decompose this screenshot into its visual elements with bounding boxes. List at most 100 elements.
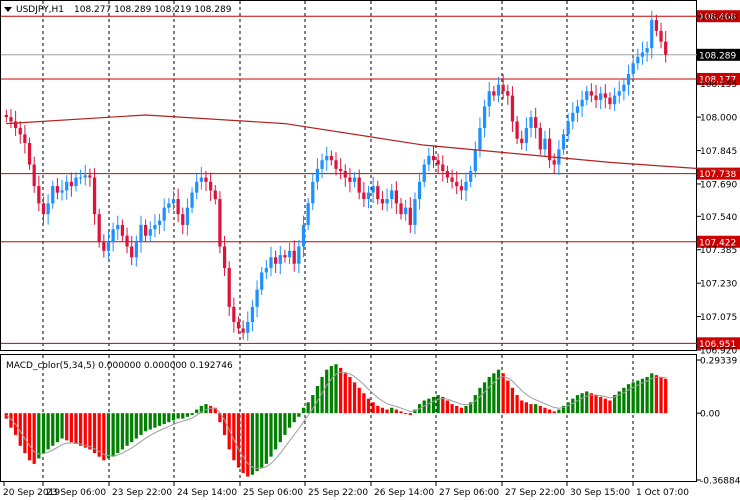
candle-body [9,117,13,122]
candle-body [547,138,552,161]
candle-body [120,224,125,236]
candle-body [585,91,589,100]
macd-bar [478,387,482,414]
x-tick-label: 30 Sep 15:00 [570,488,630,498]
macd-bar [241,413,245,473]
candle-body [278,255,282,264]
macd-bar [139,413,143,435]
candle-body [283,255,287,258]
macd-bar [218,413,222,423]
candle-body [60,190,64,193]
x-tick-label: 1 Oct 07:00 [636,488,689,498]
candle-body [501,84,505,92]
macd-bar [287,413,292,428]
candle-body [352,177,357,182]
indicator-label: MACD_color(5,34,5) 0.000000 0.000000 0.1… [6,361,233,371]
candle-body [603,93,607,98]
level-tag [697,235,740,248]
candle-body [515,121,519,139]
candle-body [306,203,310,225]
candle-body [487,91,491,107]
collapse-triangle-icon[interactable] [4,7,12,12]
candle-body [139,224,143,243]
macd-bar [292,413,296,423]
candles [4,10,668,341]
candle-body [181,214,185,225]
macd-bar [181,413,185,419]
level-tag-label: 107.738 [699,170,736,180]
price-axis: 108.468 108.289 108.155 108.000 107.845 107.6… [697,13,740,357]
macd-bar [195,409,199,414]
macd-bar [148,413,152,430]
macd-bar [190,413,194,415]
candle-body [78,177,83,179]
macd-bar [362,393,366,414]
candle-body [571,112,575,122]
candle-body [362,192,366,200]
macd-bar [492,373,496,414]
macd-bar [269,413,273,457]
candle-body [65,181,69,191]
macd-bar [232,413,236,461]
candle-body [18,127,22,135]
candle-body [199,177,203,182]
macd-bar [274,413,278,450]
macd-bar [501,373,505,414]
macd-bar [575,395,580,414]
candle-body [473,149,477,172]
macd-bar [427,398,431,414]
macd-bar [339,367,343,414]
macd-bar [227,413,231,450]
candle-body [213,190,217,200]
macd-bar [315,385,320,414]
candle-body [92,177,97,215]
candle-body [292,250,296,264]
candle-body [125,235,129,247]
macd-bar [352,382,357,414]
macd-bar [515,395,519,414]
candle-body [301,224,306,247]
candle-body [153,224,157,230]
candle-body [74,177,78,187]
candle-body [246,321,250,333]
macd-bar [343,373,347,414]
macd-bar [408,413,412,415]
candle-body [612,95,617,105]
candle-body [390,190,394,200]
candle-body [640,52,645,57]
macd-bar [445,400,450,414]
macd-bar [167,413,171,423]
candle-body [162,207,166,221]
candle-body [422,164,426,182]
candle-body [339,168,343,172]
candle-body [599,93,603,100]
macd-bar [153,413,157,428]
price-panel[interactable] [0,0,697,351]
candle-body [176,199,180,215]
candle-body [492,91,496,96]
macd-bar [130,413,134,443]
candle-body [41,203,46,215]
macd-bar [664,378,668,414]
macd-bar [27,413,32,461]
candle-body [274,257,278,264]
candle-body [4,114,8,118]
macd-bar [482,382,487,414]
macd-bar [301,407,306,414]
macd-bar [524,402,529,414]
macd-bar [617,391,621,414]
macd-bar [185,413,190,417]
candle-body [664,41,668,55]
candle-body [227,268,231,307]
macd-bar [125,413,129,446]
candle-body [566,121,570,135]
candle-body [455,181,459,187]
x-tick-label: 23 Sep 06:00 [46,488,106,498]
y-tick-label: 108.155 [700,80,737,90]
candle-body [222,246,227,269]
candle-body [561,134,566,150]
macd-bar [543,407,547,414]
macd-bar [37,413,41,459]
macd-bar [325,369,329,414]
